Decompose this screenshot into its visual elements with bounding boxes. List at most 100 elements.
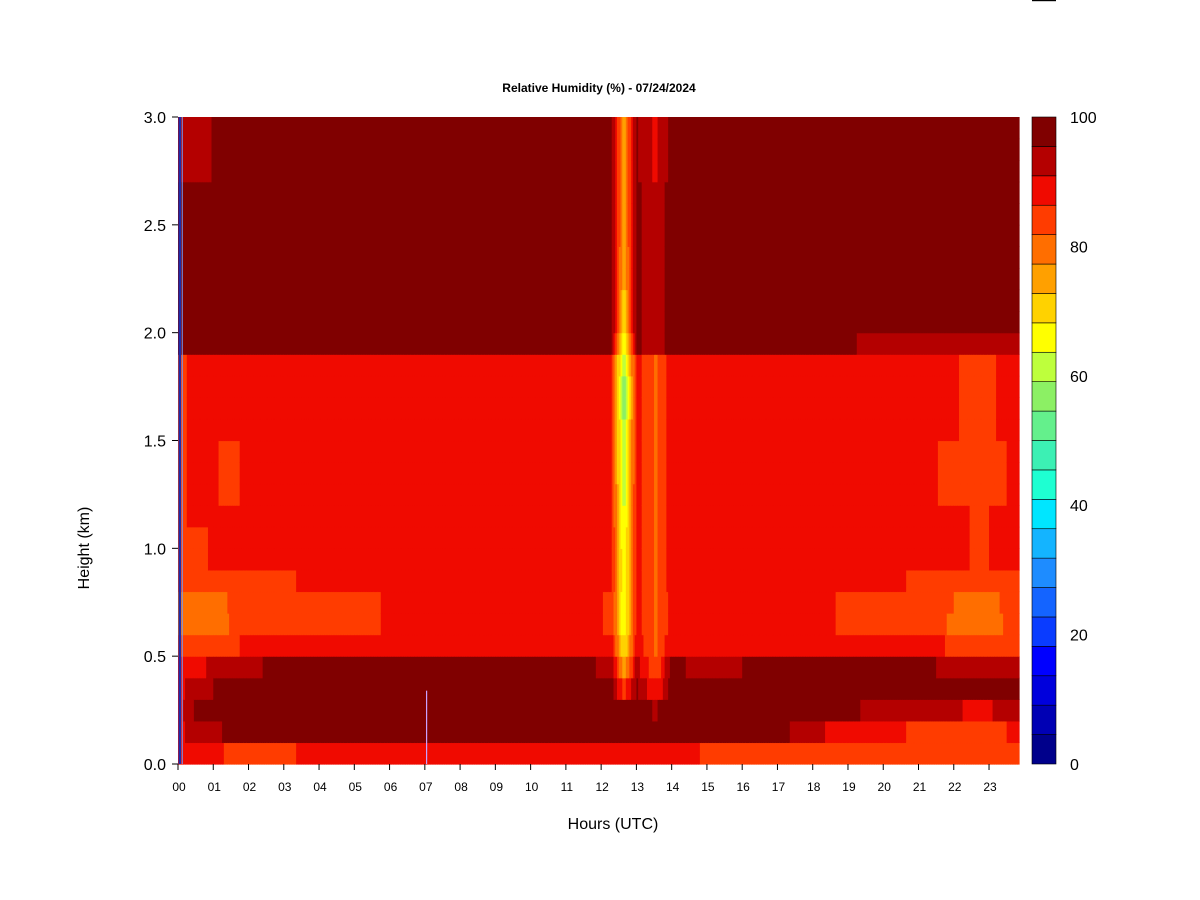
heatmap-cell bbox=[260, 375, 264, 398]
heatmap-cell bbox=[322, 246, 325, 269]
heatmap-cell bbox=[213, 246, 216, 269]
heatmap-cell bbox=[234, 224, 237, 247]
heatmap-cell bbox=[269, 569, 273, 593]
heatmap-cell bbox=[331, 483, 334, 506]
heatmap-cell bbox=[271, 548, 274, 571]
heatmap-cell bbox=[278, 117, 281, 140]
heatmap-cell bbox=[287, 160, 290, 183]
heatmap-cell bbox=[368, 699, 371, 722]
heatmap-cell bbox=[297, 462, 301, 485]
heatmap-cell bbox=[341, 677, 345, 700]
heatmap-cell bbox=[243, 224, 246, 247]
heatmap-cell bbox=[237, 591, 241, 614]
heatmap-cell bbox=[186, 591, 190, 614]
heatmap-cell bbox=[264, 354, 267, 377]
heatmap-cell bbox=[245, 569, 248, 593]
heatmap-cell bbox=[183, 138, 186, 161]
heatmap-cell bbox=[312, 613, 315, 636]
heatmap-cell bbox=[232, 742, 236, 765]
heatmap-cell bbox=[197, 440, 200, 463]
heatmap-cell bbox=[313, 418, 317, 442]
heatmap-cell bbox=[331, 656, 334, 679]
heatmap-cell bbox=[343, 311, 347, 334]
heatmap-cell bbox=[204, 677, 207, 700]
heatmap-cell bbox=[289, 483, 292, 506]
heatmap-cell bbox=[340, 742, 343, 765]
heatmap-cell bbox=[267, 677, 271, 700]
heatmap-cell bbox=[294, 397, 297, 420]
heatmap-cell bbox=[229, 591, 232, 614]
heatmap-cell bbox=[347, 677, 350, 700]
heatmap-cell bbox=[350, 160, 354, 183]
heatmap-cell bbox=[274, 418, 278, 442]
heatmap-cell bbox=[343, 332, 347, 355]
heatmap-cell bbox=[234, 311, 237, 334]
heatmap-cell bbox=[202, 354, 206, 377]
heatmap-cell bbox=[234, 138, 237, 161]
heatmap-cell bbox=[262, 613, 265, 636]
heatmap-cell bbox=[241, 677, 244, 700]
heatmap-cell bbox=[190, 505, 193, 528]
heatmap-cell bbox=[292, 332, 295, 355]
heatmap-cell bbox=[368, 591, 371, 614]
heatmap-cell bbox=[361, 246, 364, 269]
heatmap-cell bbox=[241, 267, 244, 291]
heatmap-cell bbox=[310, 117, 313, 140]
heatmap-cell bbox=[246, 548, 250, 571]
heatmap-cell bbox=[345, 289, 348, 312]
heatmap-cell bbox=[350, 181, 354, 204]
heatmap-cell bbox=[255, 418, 258, 442]
heatmap-cell bbox=[336, 677, 340, 700]
heatmap-cell bbox=[366, 591, 370, 614]
heatmap-cell bbox=[262, 203, 265, 226]
heatmap-cell bbox=[285, 246, 288, 269]
heatmap-cell bbox=[320, 160, 324, 183]
heatmap-cell bbox=[352, 613, 355, 636]
heatmap-cell bbox=[297, 591, 301, 614]
heatmap-cell bbox=[266, 181, 269, 204]
heatmap-cell bbox=[197, 677, 200, 700]
heatmap-cell bbox=[283, 591, 287, 614]
heatmap-cell bbox=[356, 548, 359, 571]
heatmap-cell bbox=[234, 483, 237, 506]
heatmap-cell bbox=[343, 526, 347, 549]
heatmap-cell bbox=[308, 505, 311, 528]
heatmap-cell bbox=[304, 246, 308, 269]
heatmap-cell bbox=[352, 160, 355, 183]
heatmap-cell bbox=[290, 440, 294, 463]
heatmap-cell bbox=[250, 483, 253, 506]
heatmap-cell bbox=[352, 138, 355, 161]
heatmap-cell bbox=[368, 569, 371, 593]
heatmap-cell bbox=[209, 742, 213, 765]
heatmap-cell bbox=[301, 440, 304, 463]
heatmap-cell bbox=[257, 656, 260, 679]
heatmap-cell bbox=[349, 203, 352, 226]
heatmap-cell bbox=[354, 354, 357, 377]
heatmap-cell bbox=[223, 203, 227, 226]
heatmap-cell bbox=[306, 483, 310, 506]
heatmap-cell bbox=[225, 332, 228, 355]
heatmap-cell bbox=[363, 203, 366, 226]
heatmap-cell bbox=[262, 634, 265, 657]
heatmap-cell bbox=[333, 354, 336, 377]
heatmap-cell bbox=[356, 440, 359, 463]
heatmap-cell bbox=[320, 311, 324, 334]
heatmap-cell bbox=[204, 246, 207, 269]
heatmap-cell bbox=[225, 397, 228, 420]
heatmap-cell bbox=[324, 397, 327, 420]
heatmap-cell bbox=[306, 418, 310, 442]
heatmap-cell bbox=[252, 720, 255, 744]
heatmap-cell bbox=[366, 548, 370, 571]
heatmap-cell bbox=[237, 526, 241, 549]
heatmap-cell bbox=[319, 634, 322, 657]
heatmap-cell bbox=[276, 742, 280, 765]
heatmap-cell bbox=[334, 224, 338, 247]
heatmap-cell bbox=[255, 181, 258, 204]
heatmap-cell bbox=[269, 246, 273, 269]
heatmap-cell bbox=[287, 203, 290, 226]
heatmap-cell bbox=[266, 332, 269, 355]
heatmap-cell bbox=[357, 138, 361, 161]
heatmap-cell bbox=[248, 591, 251, 614]
heatmap-cell bbox=[292, 699, 295, 722]
heatmap-cell bbox=[230, 569, 234, 593]
